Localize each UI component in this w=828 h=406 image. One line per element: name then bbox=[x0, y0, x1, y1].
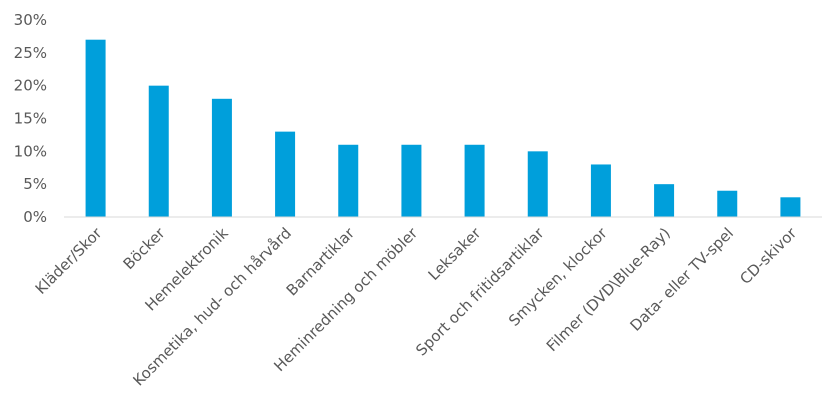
x-tick-label: CD-skivor bbox=[736, 224, 800, 288]
bar bbox=[654, 184, 675, 217]
bar bbox=[590, 164, 611, 217]
bar bbox=[780, 197, 801, 217]
bar bbox=[338, 144, 359, 217]
y-tick-label: 15% bbox=[14, 110, 47, 128]
x-tick-label: Böcker bbox=[120, 224, 170, 274]
bar bbox=[85, 39, 106, 218]
x-tick-label: Filmer (DVD\Blue-Ray) bbox=[543, 224, 674, 355]
x-tick-label: Leksaker bbox=[425, 224, 485, 284]
bar bbox=[275, 131, 296, 217]
x-tick-label: Kläder/Skor bbox=[32, 224, 106, 298]
bar bbox=[717, 190, 738, 217]
x-tick-label: Sport och fritidsartiklar bbox=[412, 224, 548, 360]
bar bbox=[148, 85, 169, 218]
x-axis-labels: Kläder/Skor BöckerHemelektronikKosmetika,… bbox=[32, 224, 801, 390]
y-axis: 0% 5% 10% 15% 20% 25% 30% bbox=[14, 11, 47, 226]
bar bbox=[211, 98, 232, 217]
y-tick-label: 25% bbox=[14, 44, 47, 62]
y-tick-label: 30% bbox=[14, 11, 47, 29]
bar bbox=[401, 144, 422, 217]
y-tick-label: 10% bbox=[14, 142, 47, 160]
bar bbox=[527, 151, 548, 217]
y-tick-label: 20% bbox=[14, 77, 47, 95]
x-tick-label: Data- eller TV-spel bbox=[626, 224, 737, 335]
y-tick-label: 5% bbox=[23, 175, 47, 193]
bar bbox=[464, 144, 485, 217]
y-tick-label: 0% bbox=[23, 208, 47, 226]
bars bbox=[85, 39, 801, 218]
